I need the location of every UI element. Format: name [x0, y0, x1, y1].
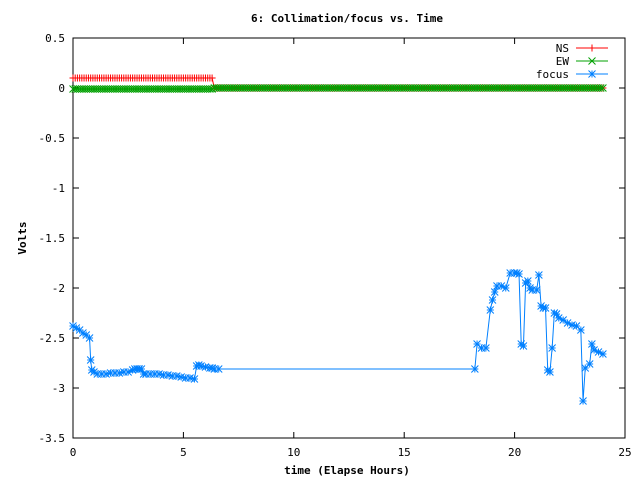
data-point [172, 372, 181, 380]
data-point [546, 368, 554, 376]
x-axis-label: time (Elapse Hours) [284, 464, 410, 477]
legend-label: EW [556, 55, 570, 68]
y-axis-label: Volts [16, 221, 29, 254]
series-line [72, 272, 604, 402]
data-point [201, 363, 210, 371]
data-point [102, 370, 110, 378]
axis-ticks: 0 5 10 15 20 25 0.5 0 -0.5 -1 -1.5 -2 -2.5 -3 -3.5 [39, 32, 632, 459]
x-tick-label: 15 [398, 446, 411, 459]
legend-marker [588, 44, 596, 52]
data-point [206, 85, 214, 93]
data-point [579, 397, 587, 405]
legend-label: NS [556, 42, 569, 55]
data-point [519, 342, 528, 350]
y-tick-label: -1.5 [39, 232, 66, 245]
data-point [599, 350, 607, 358]
data-point [471, 365, 479, 373]
data-point [490, 288, 499, 296]
data-point [190, 375, 199, 383]
y-tick-label: -3.5 [39, 432, 66, 445]
data-point [155, 370, 163, 378]
x-tick-label: 20 [508, 446, 521, 459]
data-point [535, 271, 543, 279]
data-point [515, 270, 523, 278]
plot-frame [72, 37, 626, 439]
data-point [482, 344, 490, 352]
y-tick-label: -2 [52, 282, 65, 295]
data-point [548, 344, 556, 352]
data-point [576, 326, 585, 334]
x-tick-label: 10 [287, 446, 300, 459]
y-tick-label: 0.5 [45, 32, 65, 45]
data-point [214, 365, 223, 373]
data-point [596, 84, 605, 92]
y-tick-label: -2.5 [39, 332, 66, 345]
data-point [541, 304, 550, 312]
data-point [581, 364, 590, 372]
legend-marker [588, 57, 596, 65]
data-point [86, 356, 95, 364]
data-point [501, 284, 510, 292]
series-focus [69, 269, 607, 405]
x-tick-label: 25 [618, 446, 631, 459]
y-tick-label: 0 [58, 82, 65, 95]
chart-title: 6: Collimation/focus vs. Time [251, 12, 443, 25]
data-point [599, 84, 607, 92]
series-layer [69, 74, 607, 405]
y-tick-label: -0.5 [39, 132, 66, 145]
data-point [186, 374, 194, 382]
data-point [164, 371, 172, 379]
x-tick-label: 0 [70, 446, 77, 459]
y-tick-label: -1 [52, 182, 65, 195]
data-point [208, 85, 216, 93]
data-point [85, 334, 94, 342]
legend-marker [588, 70, 596, 78]
data-point [177, 373, 186, 381]
data-point [115, 369, 124, 377]
data-point [585, 360, 594, 368]
series-ew [69, 84, 607, 93]
data-point [559, 316, 568, 324]
data-point [523, 277, 532, 285]
data-point [486, 306, 495, 314]
data-point [532, 286, 541, 294]
data-point [590, 346, 598, 354]
data-point [208, 74, 216, 82]
data-point [568, 321, 576, 329]
data-point [588, 340, 596, 348]
data-point [197, 362, 205, 370]
y-tick-label: -3 [52, 382, 65, 395]
data-point [488, 296, 497, 304]
x-tick-label: 5 [180, 446, 187, 459]
legend-label: focus [536, 68, 569, 81]
